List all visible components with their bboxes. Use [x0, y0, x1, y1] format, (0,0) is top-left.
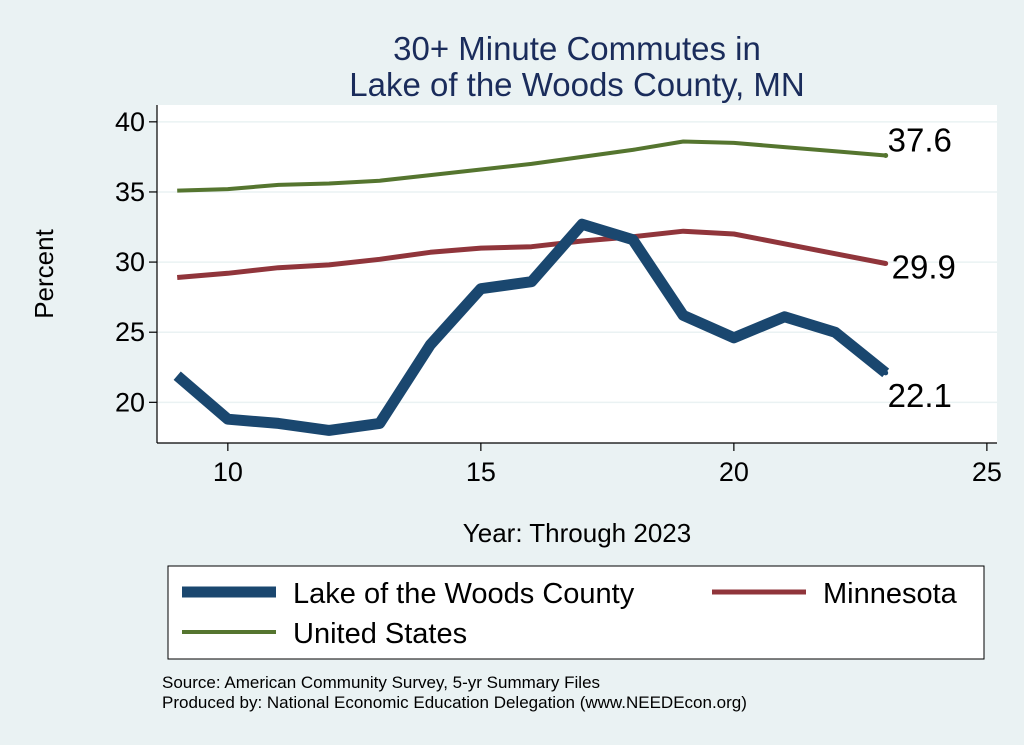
x-tick-label: 25 — [972, 457, 1002, 487]
source-note: Source: American Community Survey, 5-yr … — [162, 673, 600, 692]
series-lines — [173, 139, 890, 436]
legend: Lake of the Woods County Minnesota United … — [182, 578, 958, 650]
end-label: 37.6 — [888, 121, 952, 158]
plot-area — [157, 105, 997, 443]
chart-title-line-2: Lake of the Woods County, MN — [349, 66, 805, 103]
end-label: 22.1 — [888, 377, 952, 414]
y-tick-label: 30 — [115, 247, 145, 277]
gridlines — [157, 121, 997, 404]
x-tick-label: 10 — [213, 457, 243, 487]
y-tick-label: 20 — [115, 387, 145, 417]
series-end-point — [883, 260, 889, 266]
axes — [156, 105, 997, 444]
series-line-1 — [176, 228, 887, 280]
legend-label: Lake of the Woods County — [293, 578, 635, 610]
series-line-0 — [173, 218, 890, 436]
end-labels: 22.1 29.9 37.6 — [888, 121, 956, 413]
x-axis-label: Year: Through 2023 — [463, 518, 691, 548]
legend-label: Minnesota — [823, 578, 958, 610]
legend-box — [167, 565, 985, 660]
x-tick-label: 20 — [719, 457, 749, 487]
produced-by-note: Produced by: National Economic Education… — [162, 693, 747, 712]
y-tick-label: 35 — [115, 177, 145, 207]
end-label: 29.9 — [892, 248, 956, 285]
x-tick-label: 15 — [466, 457, 496, 487]
chart-title-line-1: 30+ Minute Commutes in — [393, 30, 761, 67]
y-tick-label: 40 — [115, 107, 145, 137]
y-tick-label: 25 — [115, 317, 145, 347]
x-axis-ticks: 10 15 20 25 — [213, 443, 1002, 487]
series-end-point — [883, 152, 889, 158]
series-end-point — [883, 370, 889, 376]
y-axis-ticks: 20 25 30 35 40 — [115, 107, 157, 417]
y-axis-label: Percent — [29, 228, 59, 318]
series-line-2 — [177, 139, 886, 193]
legend-label: United States — [293, 618, 467, 650]
